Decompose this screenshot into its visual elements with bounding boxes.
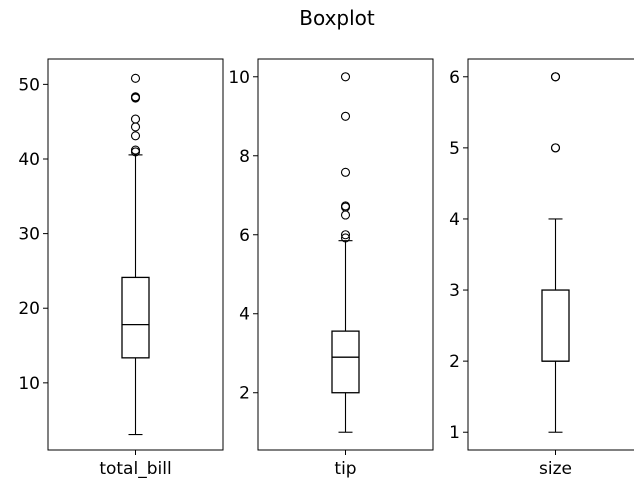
- chart-title: Boxplot: [299, 6, 375, 30]
- y-tick-label: 30: [18, 225, 40, 245]
- iqr-box: [331, 330, 360, 394]
- y-tick-label: 4: [239, 305, 250, 325]
- y-tick-label: 1: [449, 423, 460, 443]
- y-tick-label: 6: [449, 68, 460, 88]
- y-tick-label: 50: [18, 75, 40, 95]
- y-tick-label: 6: [239, 226, 250, 246]
- outlier-point: [340, 72, 351, 82]
- panel-size: 1 2 3 4 5 6 size: [449, 58, 634, 479]
- panel-tip: 2 4 6 8 10 tip: [228, 58, 434, 479]
- iqr-box: [541, 289, 570, 362]
- outlier-point: [550, 143, 561, 153]
- outlier-point: [130, 114, 141, 124]
- outlier-point: [130, 131, 141, 141]
- outlier-point: [130, 92, 141, 102]
- outlier-point: [130, 73, 141, 83]
- outlier-point: [130, 122, 141, 132]
- y-tick-label: 3: [449, 281, 460, 301]
- y-tick-label: 10: [18, 374, 40, 394]
- y-tick-label: 20: [18, 299, 40, 319]
- iqr-box: [121, 276, 150, 359]
- outlier-point: [550, 72, 561, 82]
- y-tick-label: 5: [449, 139, 460, 159]
- y-tick-label: 2: [239, 384, 250, 404]
- x-category-label: total_bill: [99, 459, 171, 479]
- axes-frame: [467, 58, 634, 451]
- outlier-point: [130, 145, 141, 155]
- outlier-point: [340, 111, 351, 121]
- outlier-point: [340, 233, 351, 243]
- outlier-point: [340, 230, 351, 240]
- x-category-label: tip: [334, 459, 356, 479]
- panel-total_bill: 10 20 30 40 50 total_bill: [18, 58, 224, 479]
- y-tick-label: 4: [449, 210, 460, 230]
- x-category-label: size: [539, 459, 572, 479]
- outlier-point: [340, 201, 351, 211]
- y-tick-label: 10: [228, 68, 250, 88]
- outlier-point: [340, 167, 351, 177]
- outlier-point: [340, 210, 351, 220]
- y-tick-label: 2: [449, 352, 460, 372]
- y-tick-label: 8: [239, 147, 250, 167]
- y-tick-label: 40: [18, 150, 40, 170]
